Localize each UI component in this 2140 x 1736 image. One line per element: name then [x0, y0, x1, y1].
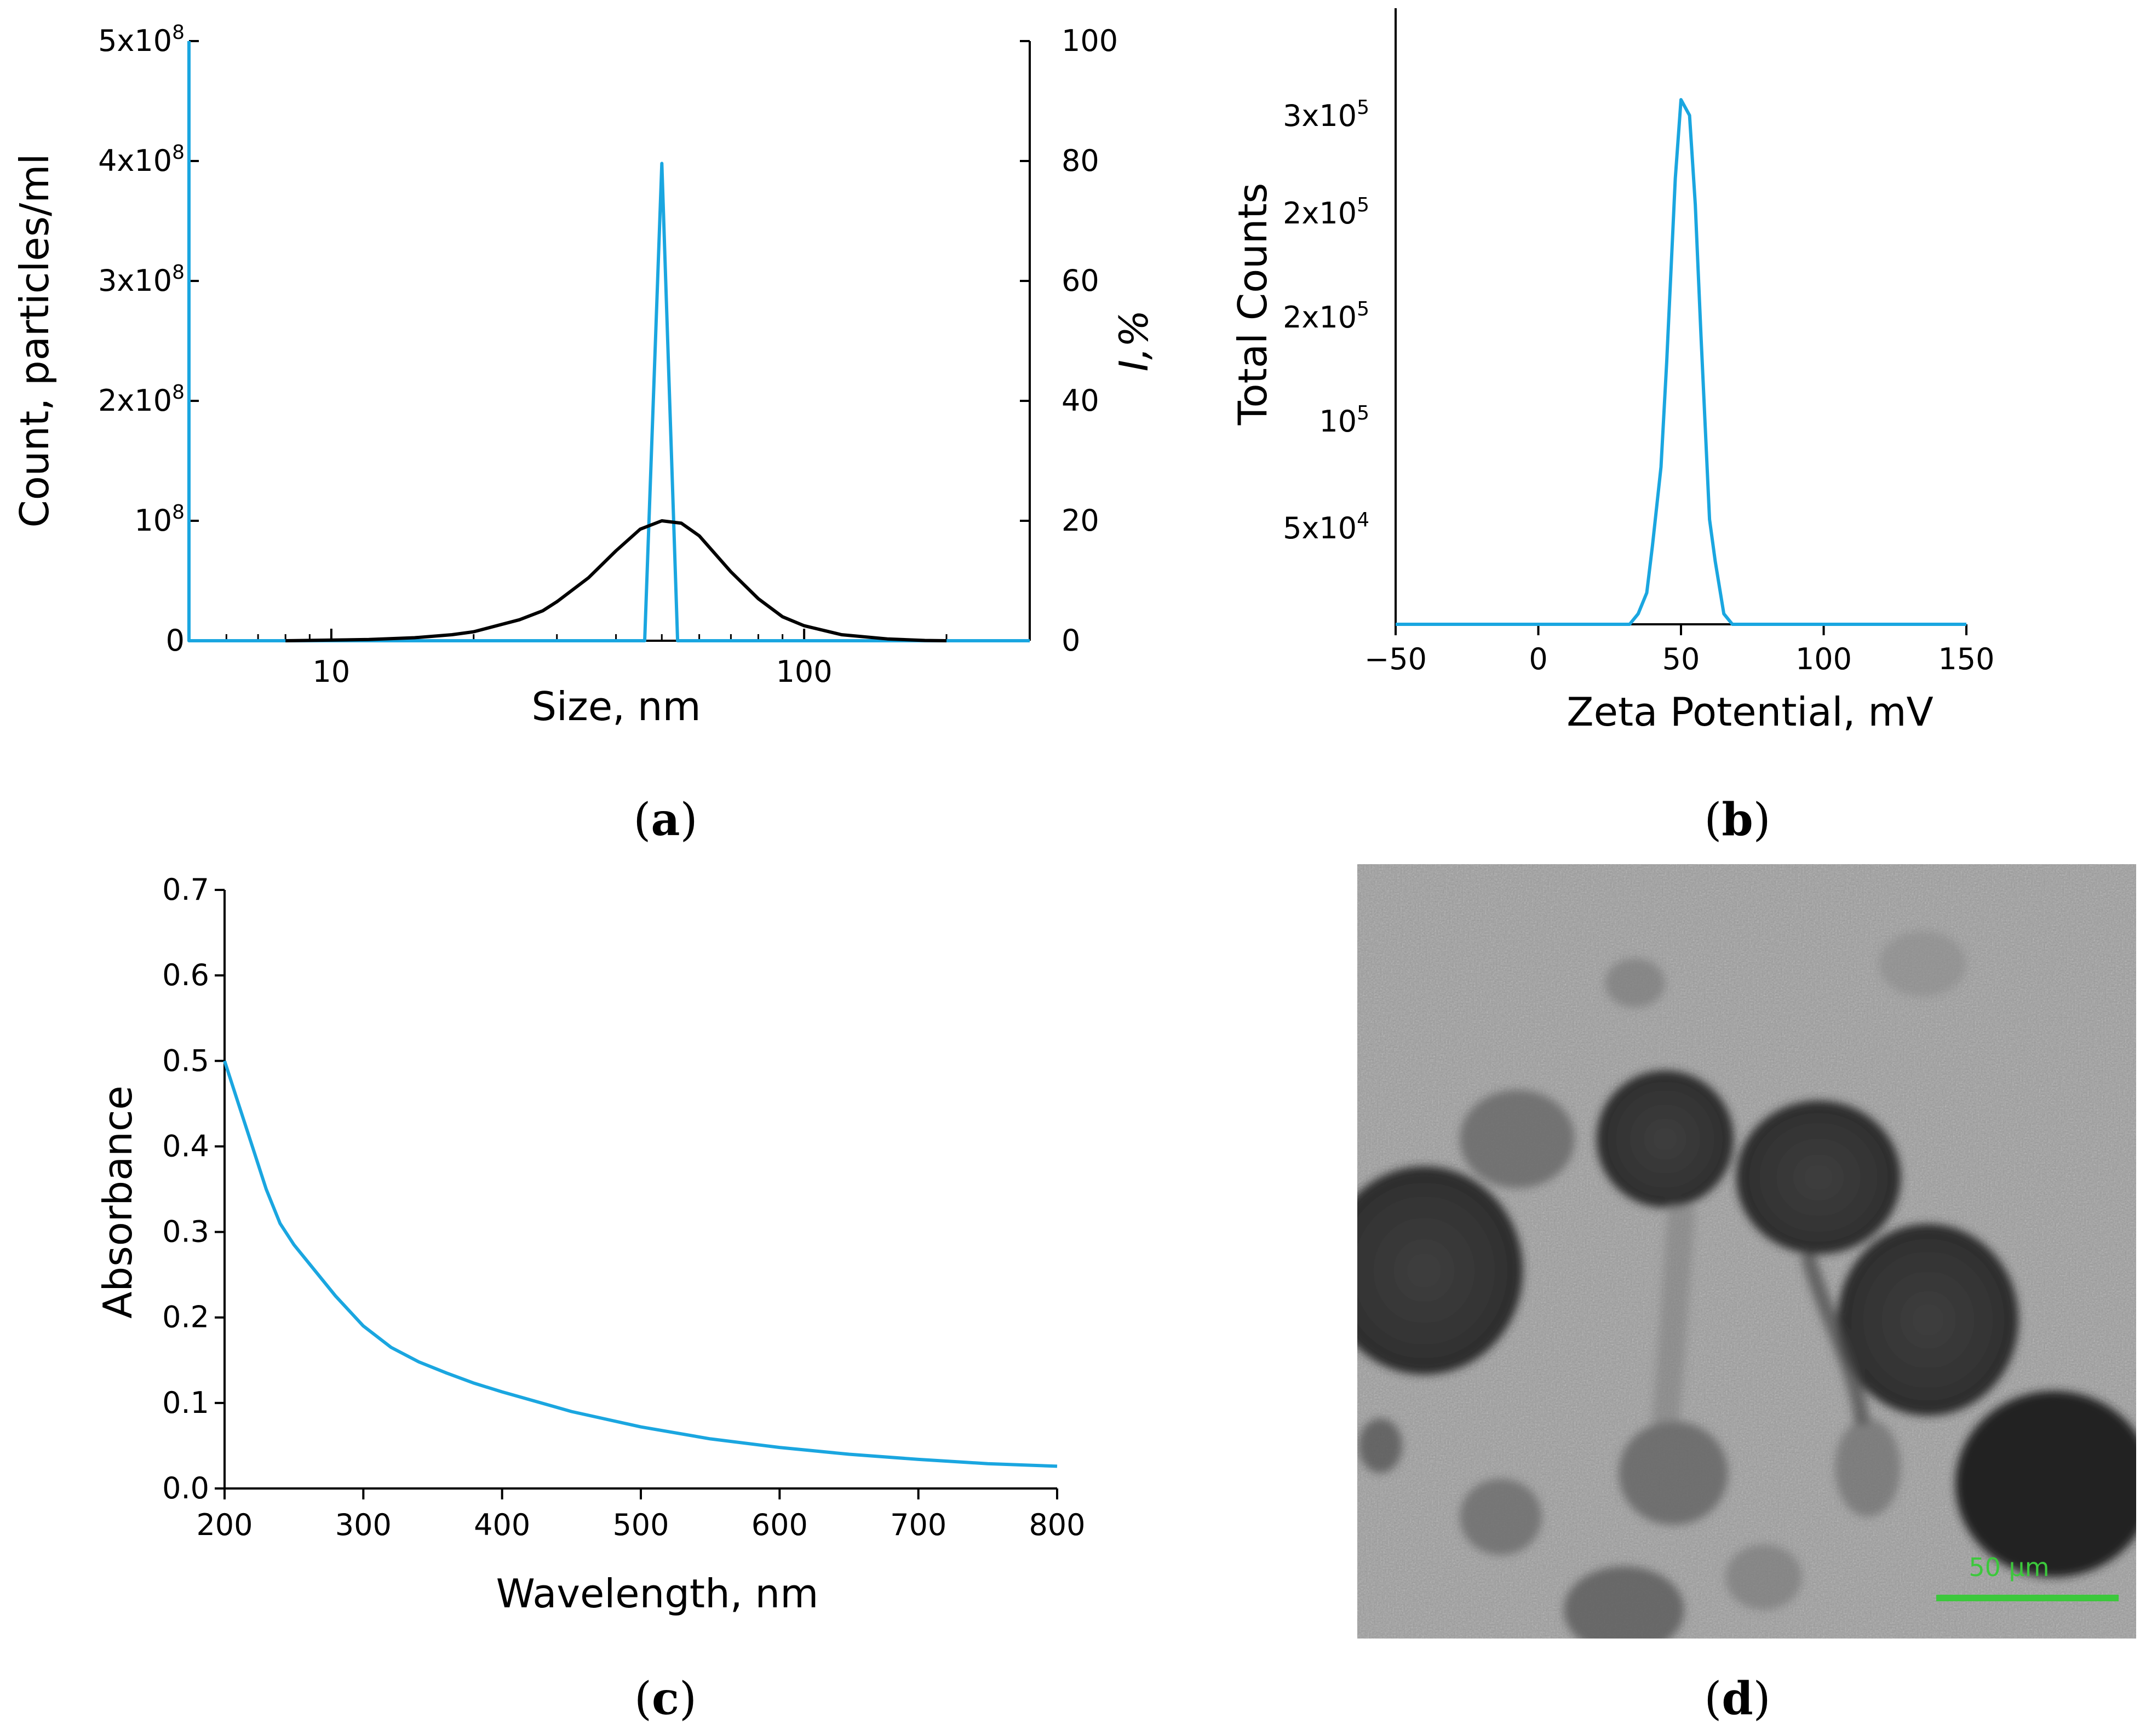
x-tick-label: 400	[474, 1508, 530, 1542]
y-tick-label: 105	[1319, 402, 1369, 439]
x-tick-label: 100	[1795, 642, 1852, 676]
y-tick-label: 0.2	[162, 1300, 209, 1335]
series-line-0	[1396, 98, 1966, 626]
series-line-0	[223, 1060, 1058, 1468]
panel-a-y-label: Count, particles/ml	[12, 153, 58, 527]
series-line-0	[187, 41, 1030, 642]
y-tick-label: 3x108	[98, 261, 185, 298]
panel-a-size-distribution: 10 100 0 108 2x108 3x108 4x108 5x108 0 20 40 60 80…	[12, 21, 1157, 729]
y-tick-label: 0.5	[162, 1043, 209, 1078]
x-tick-label: 0	[1529, 642, 1547, 676]
y-tick-label: 4x108	[98, 141, 185, 178]
y2-tick-label: 40	[1062, 383, 1099, 418]
y-tick-label: 0.4	[162, 1129, 209, 1163]
y-tick-label: 0.3	[162, 1215, 209, 1249]
x-tick-label: 800	[1029, 1508, 1085, 1542]
y2-tick-label: 20	[1062, 503, 1099, 538]
y-tick-label: 5x104	[1283, 509, 1369, 545]
panel-b-x-label: Zeta Potential, mV	[1567, 689, 1933, 735]
x-tick-label: 150	[1938, 642, 1994, 676]
y2-tick-label: 0	[1062, 623, 1080, 658]
y-tick-label: 0.6	[162, 958, 209, 992]
panel-a-right-y-ticks: 0 20 40 60 80 100	[1020, 24, 1118, 658]
y-tick-label: 0.7	[162, 872, 209, 907]
panel-b-series	[1396, 98, 1966, 626]
panel-c-y-label: Absorbance	[95, 1085, 141, 1318]
panel-c-absorbance: 200 300 400 500 600 700 800 0.0 0.1 0.2 0.3 0.4 0.5…	[95, 872, 1086, 1617]
panel-label-a: (a)	[633, 794, 697, 846]
y-tick-label: 108	[134, 501, 185, 538]
x-tick-label: 700	[890, 1508, 946, 1542]
y-tick-label: 3x105	[1283, 96, 1369, 133]
panel-c-x-ticks: 200 300 400 500 600 700 800	[196, 1488, 1086, 1542]
panel-label-b: (b)	[1704, 794, 1770, 846]
y2-tick-label: 60	[1062, 263, 1099, 298]
panel-a-series	[187, 41, 1030, 642]
panel-b-zeta-potential: −50 0 50 100 150 5x104 105 2x105 2x105 3x105 Zet…	[1230, 8, 1995, 735]
panel-a-left-y-ticks: 0 108 2x108 3x108 4x108 5x108	[98, 21, 199, 658]
panel-b-x-ticks: −50 0 50 100 150	[1364, 624, 1995, 676]
y2-tick-label: 80	[1062, 143, 1099, 178]
panel-a-x-label: Size, nm	[531, 683, 701, 729]
y2-tick-label: 100	[1062, 24, 1118, 58]
panel-a-y2-label: I,%	[1111, 310, 1157, 372]
x-tick-label: 10	[313, 654, 351, 689]
x-tick-label: −50	[1364, 642, 1427, 676]
panel-c-x-label: Wavelength, nm	[496, 1571, 819, 1617]
y-tick-label: 2x108	[98, 381, 185, 418]
x-tick-label: 50	[1662, 642, 1700, 676]
y-tick-label: 5x108	[98, 21, 185, 58]
y-tick-label: 0	[166, 623, 185, 658]
y-tick-label: 2x105	[1283, 194, 1369, 231]
tem-nanoparticles	[1357, 931, 2136, 1639]
y-tick-label: 0.1	[162, 1386, 209, 1420]
panel-b-y-ticks: 5x104 105 2x105 2x105 3x105	[1283, 96, 1369, 545]
panel-c-y-ticks: 0.0 0.1 0.2 0.3 0.4 0.5 0.6 0.7	[162, 872, 225, 1505]
x-tick-label: 500	[612, 1508, 669, 1542]
series-line-1	[285, 519, 947, 642]
x-tick-label: 200	[196, 1508, 253, 1542]
panel-label-c: (c)	[634, 1672, 697, 1725]
y-tick-label: 0.0	[162, 1471, 209, 1505]
x-tick-label: 100	[776, 654, 833, 689]
y-tick-label: 2x105	[1283, 298, 1369, 335]
x-tick-label: 600	[751, 1508, 808, 1542]
x-tick-label: 300	[335, 1508, 392, 1542]
panel-c-series	[223, 1060, 1058, 1468]
panel-b-y-label: Total Counts	[1230, 183, 1276, 426]
scale-bar-label: 50 µm	[1969, 1553, 2049, 1582]
panel-a-x-ticks: 10 100	[188, 629, 1031, 689]
panel-label-d: (d)	[1704, 1672, 1770, 1725]
panel-d-tem-image: 50 µm	[1357, 864, 2136, 1639]
